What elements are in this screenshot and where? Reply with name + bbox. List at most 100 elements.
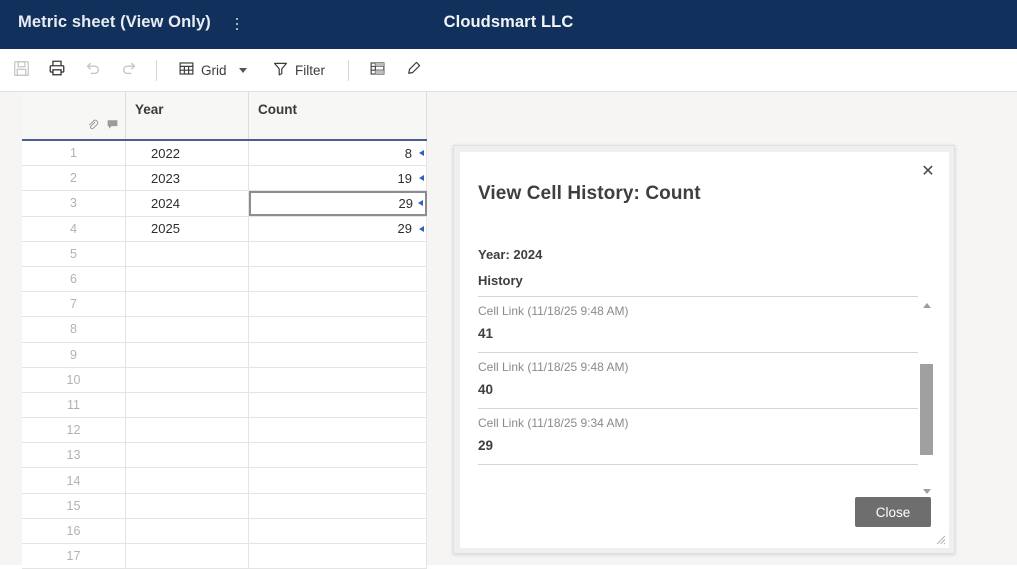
table-row[interactable]: 5 — [22, 241, 427, 267]
print-icon — [48, 59, 66, 82]
highlighter-button[interactable] — [402, 49, 424, 92]
cell-year[interactable] — [126, 367, 249, 392]
table-row[interactable]: 1 2022 8 — [22, 141, 427, 167]
cell-year[interactable] — [126, 266, 249, 292]
cell-year[interactable] — [126, 493, 249, 518]
cell-count[interactable] — [249, 493, 427, 518]
table-row[interactable]: 7 — [22, 292, 427, 318]
cell-year[interactable] — [126, 392, 249, 418]
table-row[interactable]: 8 — [22, 317, 427, 343]
cell-year[interactable] — [126, 443, 249, 468]
table-row[interactable]: 3 2024 29 — [22, 191, 427, 217]
cell-year[interactable] — [126, 241, 249, 266]
column-header-year[interactable]: Year — [126, 92, 249, 139]
cell-count[interactable] — [249, 292, 427, 317]
table-row[interactable]: 10 — [22, 367, 427, 393]
row-number[interactable]: 10 — [22, 367, 126, 392]
cell-count[interactable] — [249, 367, 427, 392]
save-button[interactable] — [10, 49, 32, 92]
row-number[interactable]: 12 — [22, 418, 126, 443]
row-number[interactable]: 4 — [22, 216, 126, 241]
row-number[interactable]: 7 — [22, 292, 126, 317]
cell-year[interactable]: 2023 — [126, 166, 249, 191]
cell-count[interactable] — [249, 544, 427, 569]
print-button[interactable] — [46, 49, 68, 92]
table-row[interactable]: 17 — [22, 544, 427, 569]
history-entry-value: 40 — [478, 382, 494, 397]
row-number[interactable]: 2 — [22, 166, 126, 191]
row-number[interactable]: 9 — [22, 342, 126, 367]
table-row[interactable]: 4 2025 29 — [22, 216, 427, 242]
row-number[interactable]: 16 — [22, 518, 126, 543]
cell-count[interactable] — [249, 317, 427, 342]
cell-count[interactable] — [249, 392, 427, 418]
history-scroll-area[interactable]: Cell Link (11/18/25 9:48 AM) 41 Cell Link … — [478, 296, 934, 501]
row-number[interactable]: 6 — [22, 266, 126, 292]
cell-count[interactable]: 19 — [249, 166, 427, 191]
table-row[interactable]: 14 — [22, 468, 427, 494]
table-row[interactable]: 2 2023 19 — [22, 166, 427, 192]
cell-year[interactable] — [126, 468, 249, 493]
filter-button[interactable]: Filter — [272, 49, 325, 92]
cell-count[interactable] — [249, 241, 427, 266]
cell-count[interactable] — [249, 266, 427, 292]
cell-year[interactable] — [126, 342, 249, 367]
row-number[interactable]: 1 — [22, 141, 126, 166]
table-row[interactable]: 6 — [22, 266, 427, 293]
table-row[interactable]: 9 — [22, 342, 427, 368]
table-row[interactable]: 15 — [22, 493, 427, 519]
filter-label: Filter — [295, 63, 325, 78]
cell-year[interactable] — [126, 292, 249, 317]
scroll-up-arrow-icon[interactable] — [921, 300, 932, 311]
row-number[interactable]: 3 — [22, 191, 126, 216]
row-number[interactable]: 13 — [22, 443, 126, 468]
cell-year[interactable] — [126, 544, 249, 569]
row-number[interactable]: 15 — [22, 493, 126, 518]
row-number[interactable]: 5 — [22, 241, 126, 266]
scrollbar-thumb[interactable] — [920, 364, 933, 455]
table-row[interactable]: 13 — [22, 443, 427, 469]
row-number[interactable]: 14 — [22, 468, 126, 493]
row-number[interactable]: 17 — [22, 544, 126, 569]
history-entry-value: 41 — [478, 326, 494, 341]
comment-icon[interactable] — [106, 118, 119, 136]
kebab-dot — [235, 27, 239, 31]
kebab-menu-icon[interactable] — [230, 14, 244, 34]
table-row[interactable]: 12 — [22, 418, 427, 444]
cell-year[interactable] — [126, 518, 249, 543]
history-scrollbar[interactable] — [920, 296, 933, 501]
column-header-count[interactable]: Count — [249, 92, 427, 139]
row-number[interactable]: 8 — [22, 317, 126, 342]
grid-view-button[interactable]: Grid — [178, 49, 247, 92]
cell-count[interactable] — [249, 443, 427, 468]
table-row[interactable]: 16 — [22, 518, 427, 544]
toolbar-divider — [156, 60, 157, 81]
cell-year[interactable]: 2024 — [126, 191, 249, 216]
cell-year[interactable] — [126, 418, 249, 443]
table-row[interactable]: 11 — [22, 392, 427, 419]
cell-count[interactable] — [249, 418, 427, 443]
undo-button[interactable] — [82, 49, 104, 92]
resize-grip-icon[interactable] — [933, 532, 946, 545]
chevron-down-icon[interactable] — [238, 68, 247, 73]
cell-count[interactable] — [249, 342, 427, 367]
row-height-button[interactable] — [366, 49, 388, 92]
scroll-down-arrow-icon[interactable] — [921, 486, 932, 497]
dialog-title: View Cell History: Count — [478, 183, 701, 204]
cell-count-selected[interactable]: 29 — [249, 191, 427, 216]
cell-count[interactable]: 8 — [249, 141, 427, 166]
redo-button[interactable] — [118, 49, 140, 92]
cell-count[interactable] — [249, 468, 427, 493]
row-number[interactable]: 11 — [22, 392, 126, 418]
cell-count[interactable]: 29 — [249, 216, 427, 241]
cell-year[interactable]: 2022 — [126, 141, 249, 166]
close-icon[interactable]: ✕ — [921, 163, 935, 180]
history-entry: Cell Link (11/18/25 9:48 AM) 40 — [478, 352, 918, 408]
scroll-down-triangle — [922, 489, 931, 494]
cell-year[interactable] — [126, 317, 249, 342]
close-button[interactable]: Close — [855, 497, 931, 527]
cell-count[interactable] — [249, 518, 427, 543]
attachment-icon[interactable] — [86, 118, 99, 136]
cell-year[interactable]: 2025 — [126, 216, 249, 241]
highlighter-icon — [405, 60, 422, 82]
